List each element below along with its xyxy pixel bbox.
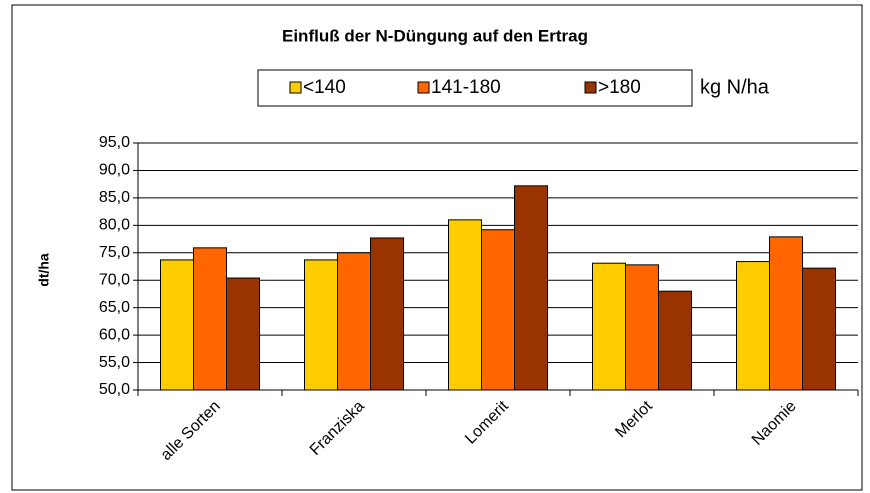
bar: [769, 236, 803, 391]
bar: [193, 247, 227, 391]
bar: [658, 290, 692, 391]
bar: [592, 262, 626, 391]
y-tick-label: 60,0: [99, 326, 130, 343]
legend-label: >180: [598, 77, 641, 98]
bar: [370, 237, 404, 391]
y-tick-label: 85,0: [99, 189, 130, 206]
bar: [337, 252, 371, 391]
y-tick-label: 50,0: [99, 381, 130, 398]
y-tick-label: 80,0: [99, 217, 130, 234]
legend-swatch: [289, 81, 302, 94]
legend-swatch: [584, 81, 597, 94]
legend-box: [257, 69, 693, 107]
y-tick-label: 65,0: [99, 299, 130, 316]
y-axis-label: dt/ha: [36, 253, 52, 287]
y-tick-label: 55,0: [99, 354, 130, 371]
bar: [625, 264, 659, 391]
chart-title: Einfluß der N-Düngung auf den Ertrag: [282, 26, 588, 45]
bar: [481, 229, 515, 391]
y-tick-label: 75,0: [99, 244, 130, 261]
legend-label: <140: [303, 77, 346, 98]
y-tick-label: 95,0: [99, 134, 130, 151]
bar: [160, 259, 194, 391]
bar: [226, 277, 260, 391]
bar: [514, 185, 548, 391]
legend-label: 141-180: [431, 77, 501, 98]
y-tick-label: 70,0: [99, 271, 130, 288]
unit-annotation: kg N/ha: [700, 76, 770, 98]
y-tick-label: 90,0: [99, 162, 130, 179]
legend-swatch: [417, 81, 430, 94]
bar: [802, 267, 836, 391]
bar: [448, 219, 482, 391]
bar: [304, 259, 338, 391]
bar: [736, 261, 770, 391]
